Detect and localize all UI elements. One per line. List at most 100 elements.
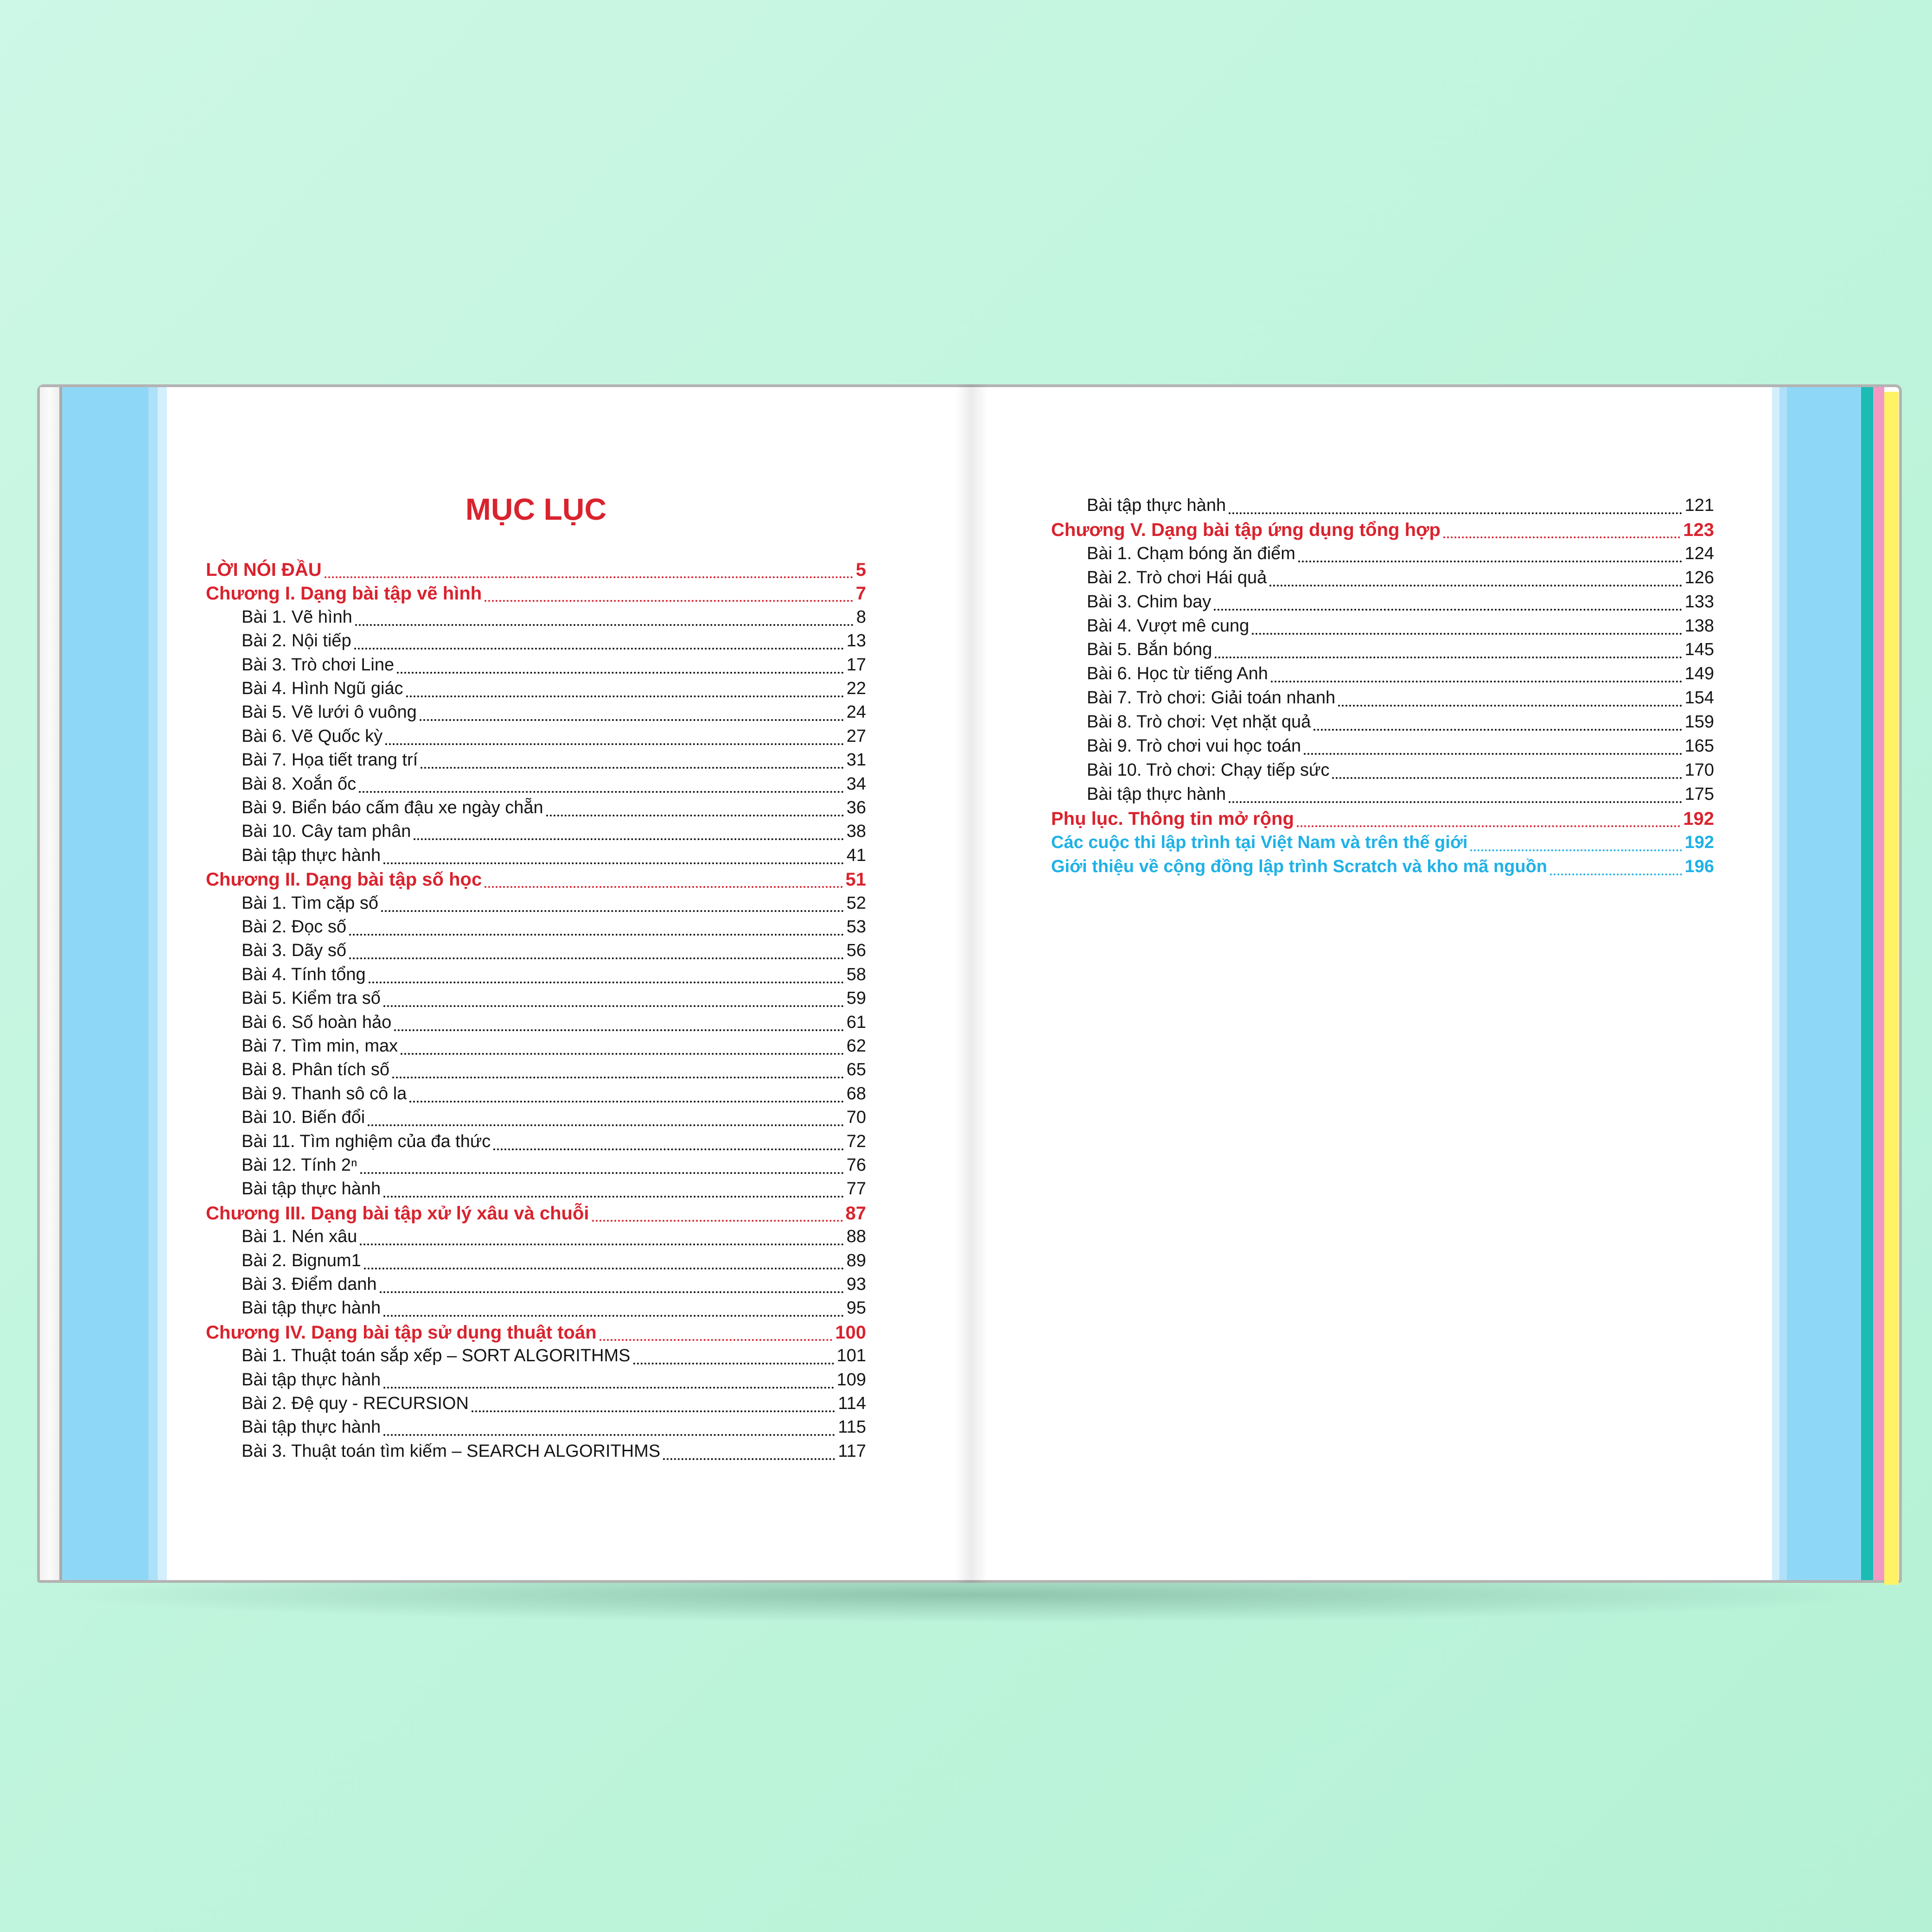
entry-title: Bài 4. Tính tổng (242, 964, 366, 984)
pink-page-tab (1873, 387, 1884, 1580)
entry-page-number: 138 (1684, 616, 1714, 636)
toc-entry: Bài 10. Trò chơi: Chạy tiếp sức 170 (1051, 760, 1714, 784)
entry-title: Bài 3. Trò chơi Line (242, 655, 395, 675)
entry-page-number: 196 (1684, 856, 1714, 876)
dot-leader (1550, 873, 1682, 875)
toc-entry: Bài tập thực hành 121 (1051, 496, 1714, 520)
entry-title: Bài 1. Tìm cặp số (242, 893, 378, 913)
dot-leader (1269, 584, 1682, 587)
left-page-edge (40, 387, 59, 1580)
entry-page-number: 76 (846, 1155, 866, 1175)
dot-leader (1470, 849, 1682, 851)
dot-leader (383, 1196, 844, 1198)
left-page (37, 384, 974, 1583)
entry-page-number: 24 (846, 702, 866, 722)
dot-leader (359, 791, 844, 793)
entry-page-number: 41 (846, 845, 866, 865)
toc-entry: Bài 1. Nén xâu 88 (206, 1227, 866, 1251)
toc-entry: Bài 1. Tìm cặp số 52 (206, 893, 866, 918)
entry-title: Bài tập thực hành (242, 1298, 381, 1318)
entry-page-number: 13 (846, 631, 866, 651)
dot-leader (485, 600, 853, 602)
entry-page-number: 114 (838, 1394, 866, 1413)
entry-title: Bài 12. Tính 2ⁿ (242, 1155, 357, 1175)
entry-title: Chương II. Dạng bài tập số học (206, 869, 482, 890)
toc-entry: Bài 5. Bắn bóng 145 (1051, 640, 1714, 664)
dot-leader (355, 624, 854, 626)
dot-leader (360, 1172, 844, 1174)
entry-title: Bài 9. Trò chơi vui học toán (1087, 736, 1301, 756)
toc-entry: Bài 10. Biến đổi 70 (206, 1108, 866, 1132)
entry-title: Bài 6. Học từ tiếng Anh (1087, 664, 1268, 684)
entry-page-number: 175 (1684, 784, 1714, 804)
entry-title: Bài 1. Chạm bóng ăn điểm (1087, 543, 1295, 563)
right-blue-margin-strip (1787, 387, 1861, 1580)
toc-entry: Bài 7. Họa tiết trang trí 31 (206, 750, 866, 774)
entry-title: Bài 10. Trò chơi: Chạy tiếp sức (1087, 760, 1330, 780)
dot-leader (409, 1100, 844, 1103)
toc-entry: Bài tập thực hành 175 (1051, 784, 1714, 809)
entry-page-number: 31 (846, 750, 866, 770)
right-lighter-strip (1772, 387, 1779, 1580)
toc-entry: Bài 3. Dãy số 56 (206, 941, 866, 965)
toc-title: MỤC LỤC (465, 492, 607, 526)
dot-leader (471, 1410, 835, 1412)
dot-leader (1304, 753, 1682, 755)
toc-entry: Bài 3. Điểm danh 93 (206, 1275, 866, 1299)
entry-page-number: 53 (846, 917, 866, 937)
book-spine (955, 384, 988, 1583)
entry-title: Bài tập thực hành (1087, 784, 1226, 804)
dot-leader (406, 695, 844, 697)
toc-chapter-entry: Chương I. Dạng bài tập vẽ hình 7 (206, 583, 866, 607)
dot-leader (360, 1243, 844, 1246)
entry-title: Bài 3. Thuật toán tìm kiếm – SEARCH ALGO… (242, 1441, 661, 1461)
entry-title: Bài 1. Thuật toán sắp xếp – SORT ALGORIT… (242, 1346, 631, 1366)
toc-chapter-entry: Chương V. Dạng bài tập ứng dụng tổng hợp… (1051, 520, 1714, 544)
entry-page-number: 56 (846, 941, 866, 961)
toc-appendix-entry: Giới thiệu về cộng đồng lập trình Scratc… (1051, 857, 1714, 881)
dot-leader (1215, 657, 1682, 659)
dot-leader (1229, 801, 1682, 803)
entry-title: Bài 6. Số hoàn hảo (242, 1012, 392, 1032)
toc-entry: Bài tập thực hành 95 (206, 1298, 866, 1322)
entry-title: Chương III. Dạng bài tập xử lý xâu và ch… (206, 1203, 589, 1224)
toc-chapter-entry: Chương III. Dạng bài tập xử lý xâu và ch… (206, 1203, 866, 1227)
dot-leader (363, 1267, 844, 1269)
entry-page-number: 88 (846, 1227, 866, 1247)
entry-title: Các cuộc thi lập trình tại Việt Nam và t… (1051, 832, 1468, 852)
entry-title: Bài 2. Trò chơi Hái quả (1087, 567, 1267, 587)
dot-leader (493, 1148, 844, 1150)
entry-title: Chương I. Dạng bài tập vẽ hình (206, 583, 482, 604)
right-light-strip (1779, 387, 1787, 1580)
dot-leader (1214, 608, 1682, 611)
entry-page-number: 165 (1684, 736, 1714, 756)
toc-entry: Bài 1. Thuật toán sắp xếp – SORT ALGORIT… (206, 1346, 866, 1370)
entry-title: Bài 5. Bắn bóng (1087, 640, 1212, 660)
entry-page-number: 77 (846, 1179, 866, 1199)
dot-leader (1443, 536, 1681, 538)
dot-leader (1298, 560, 1682, 562)
entry-page-number: 154 (1684, 688, 1714, 708)
entry-title: Chương V. Dạng bài tập ứng dụng tổng hợp (1051, 519, 1441, 540)
dot-leader (379, 1291, 844, 1293)
dot-leader (663, 1458, 835, 1460)
entry-page-number: 17 (846, 655, 866, 675)
toc-entry: Bài tập thực hành 41 (206, 846, 866, 870)
dot-leader (354, 648, 844, 650)
dot-leader (349, 957, 844, 960)
entry-title: Bài 7. Họa tiết trang trí (242, 750, 418, 770)
entry-page-number: 117 (838, 1441, 866, 1461)
entry-title: Bài tập thực hành (242, 845, 381, 865)
dot-leader (397, 671, 844, 674)
toc-entry: Bài 2. Đọc số 53 (206, 917, 866, 941)
entry-title: Bài 3. Dãy số (242, 941, 346, 961)
entry-page-number: 7 (855, 583, 866, 604)
dot-leader (414, 838, 844, 841)
entry-title: Bài 5. Vẽ lưới ô vuông (242, 702, 417, 722)
toc-entry: Bài 3. Chim bay 133 (1051, 592, 1714, 616)
dot-leader (368, 1124, 844, 1127)
teal-page-tab (1861, 387, 1873, 1580)
dot-leader (324, 576, 853, 578)
entry-page-number: 192 (1683, 808, 1714, 829)
dot-leader (383, 1386, 834, 1389)
